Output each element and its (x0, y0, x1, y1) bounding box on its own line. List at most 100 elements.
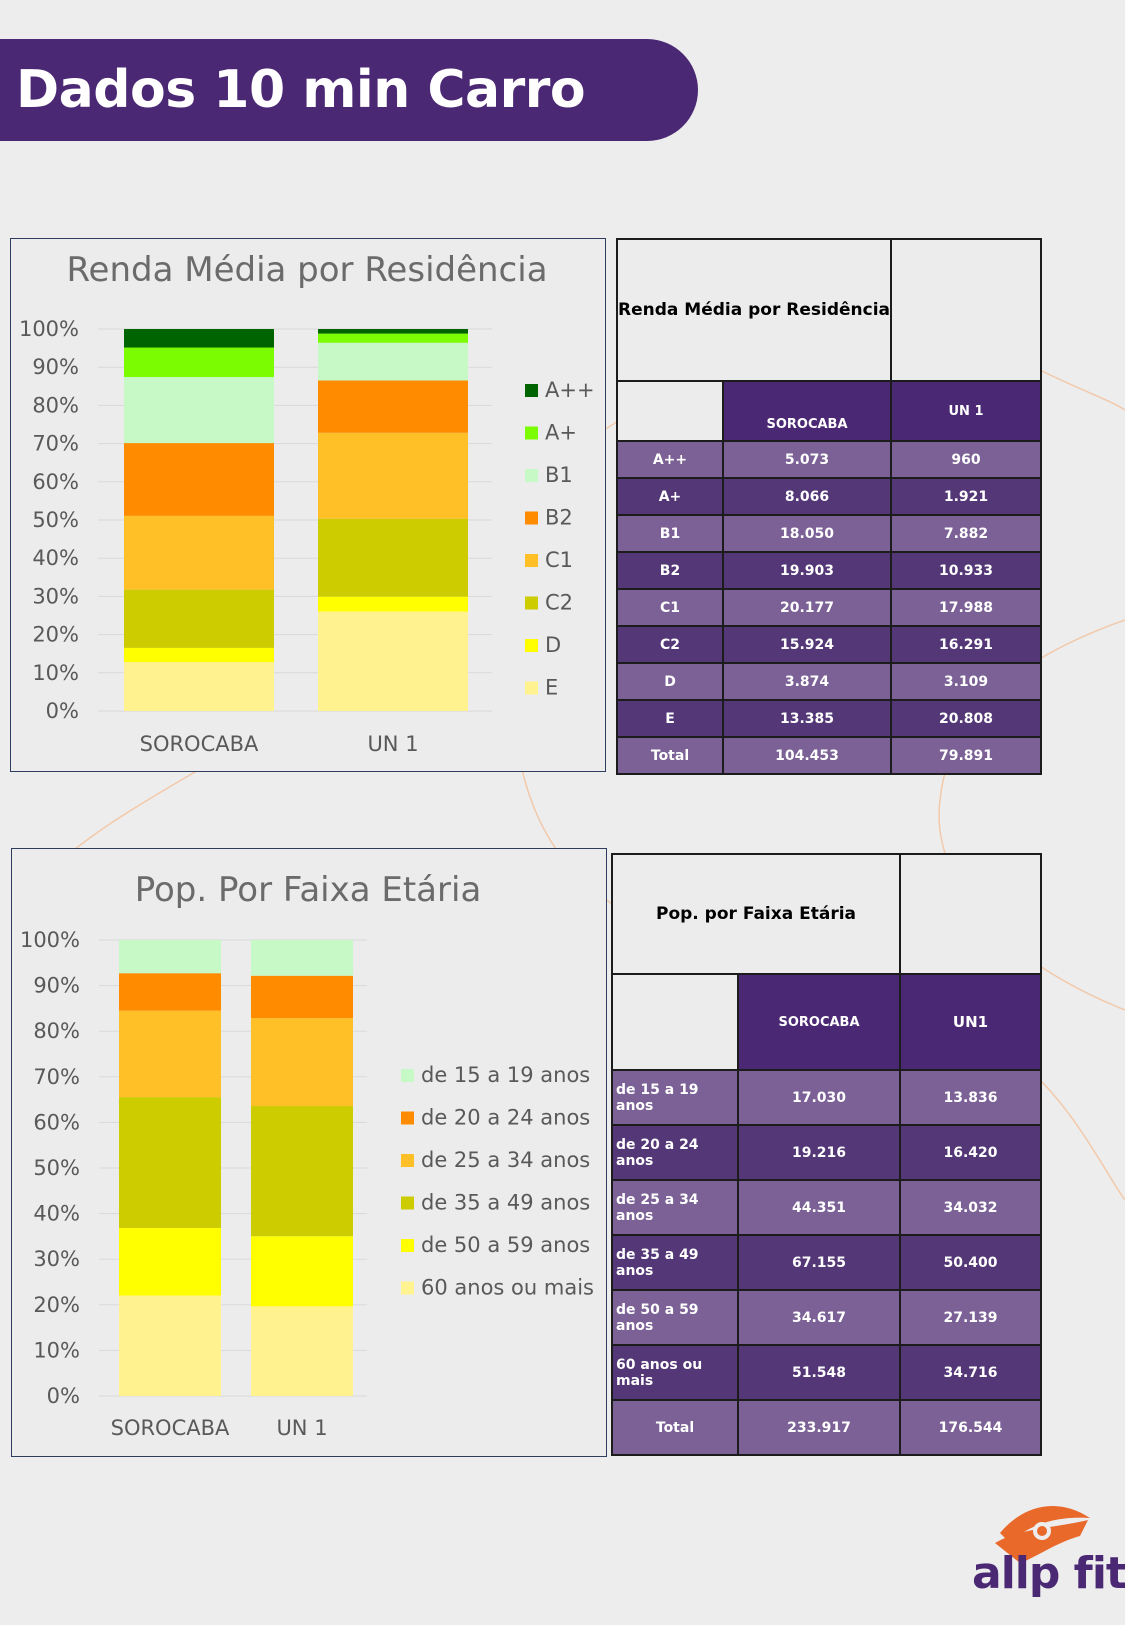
legend-label: de 50 a 59 anos (421, 1233, 590, 1257)
income-table-title: Renda Média por Residência (615, 238, 893, 382)
table-row: de 15 a 19 anos 17.030 13.836 (611, 1069, 1042, 1126)
income-value-un1: 960 (890, 440, 1043, 479)
legend-swatch (401, 1281, 414, 1295)
bar-segment-de-35-a-49-anos (119, 1097, 221, 1229)
age-row-label: 60 anos ou mais (611, 1344, 739, 1401)
income-value-sorocaba: 3.874 (721, 662, 893, 701)
legend-label: de 35 a 49 anos (421, 1191, 590, 1215)
y-tick-label: 10% (32, 661, 79, 685)
y-tick-label: 50% (32, 508, 79, 532)
legend-label: C1 (545, 548, 573, 572)
income-table-empty-header (616, 380, 724, 442)
legend-swatch (525, 469, 538, 482)
income-value-sorocaba: 8.066 (721, 477, 893, 516)
y-tick-label: 100% (19, 317, 79, 341)
age-value-sorocaba: 17.030 (737, 1069, 901, 1126)
y-tick-label: 10% (33, 1338, 80, 1362)
table-row: B1 18.050 7.882 (616, 514, 1043, 553)
y-tick-label: 80% (33, 1019, 80, 1043)
y-tick-label: 90% (33, 974, 80, 998)
age-chart-svg: Pop. Por Faixa Etária 0% 10% 20% 30% 40% 50% 60… (20, 870, 594, 1440)
income-value-un1: 79.891 (890, 736, 1043, 775)
age-value-un1: 34.716 (899, 1344, 1042, 1401)
legend-label: de 20 a 24 anos (421, 1106, 590, 1130)
y-tick-label: 20% (33, 1293, 80, 1317)
table-row: A+ 8.066 1.921 (616, 477, 1043, 516)
y-tick-label: 80% (32, 393, 79, 417)
legend-label: B1 (545, 463, 573, 487)
age-chart: Pop. Por Faixa Etária 0% 10% 20% 30% 40% 50% 60… (11, 848, 607, 1457)
chart-title: Pop. Por Faixa Etária (135, 870, 482, 910)
x-category-label: UN 1 (276, 1416, 327, 1440)
x-category-label: UN 1 (367, 732, 418, 756)
table-row: de 20 a 24 anos 19.216 16.420 (611, 1124, 1042, 1181)
income-row-label: A++ (616, 440, 724, 479)
legend-label: E (545, 676, 558, 700)
bar-segment-c1 (318, 432, 468, 519)
y-tick-label: 70% (32, 432, 79, 456)
income-value-sorocaba: 19.903 (721, 551, 893, 590)
x-category-label: SOROCABA (111, 1416, 230, 1440)
income-row-label: B2 (616, 551, 724, 590)
legend-label: A++ (545, 378, 595, 402)
income-value-un1: 16.291 (890, 625, 1043, 664)
bar-segment-de-50-a-59-anos (251, 1236, 353, 1307)
age-value-sorocaba: 233.917 (737, 1399, 901, 1456)
income-row-label: E (616, 699, 724, 738)
bar-segment-de-50-a-59-anos (119, 1228, 221, 1296)
bar-segment-de-25-a-34-anos (119, 1010, 221, 1098)
table-row: de 50 a 59 anos 34.617 27.139 (611, 1289, 1042, 1346)
bar-segment-de-20-a-24-anos (251, 975, 353, 1019)
bar-segment-c2 (318, 518, 468, 597)
legend-label: D (545, 633, 561, 657)
y-tick-label: 40% (32, 546, 79, 570)
income-chart: Renda Média por Residência 0% 10% 20% 30% 40%… (10, 238, 606, 772)
y-tick-label: 0% (46, 699, 79, 723)
y-tick-label: 20% (32, 623, 79, 647)
y-tick-label: 100% (20, 928, 80, 952)
income-row-label: B1 (616, 514, 724, 553)
age-value-un1: 176.544 (899, 1399, 1042, 1456)
table-row: C1 20.177 17.988 (616, 588, 1043, 627)
table-row: Total 104.453 79.891 (616, 736, 1043, 775)
legend-swatch (525, 681, 538, 695)
y-tick-label: 0% (47, 1384, 80, 1408)
legend-swatch (525, 384, 538, 397)
bar-segment-e (318, 611, 468, 711)
table-row: D 3.874 3.109 (616, 662, 1043, 701)
income-table-col-un1: UN 1 (890, 380, 1043, 442)
bar-segment-a- (124, 329, 274, 348)
age-table-col-sorocaba: SOROCABA (737, 973, 901, 1071)
age-row-label: de 20 a 24 anos (611, 1124, 739, 1181)
income-table-col-sorocaba: SOROCABA (721, 380, 893, 442)
income-value-sorocaba: 104.453 (721, 736, 893, 775)
bar-segment-de-15-a-19-anos (251, 940, 353, 976)
y-tick-label: 50% (33, 1156, 80, 1180)
age-table-title: Pop. por Faixa Etária (611, 853, 901, 975)
legend-swatch (401, 1154, 414, 1167)
table-row: A++ 5.073 960 (616, 440, 1043, 479)
bar-segment-b1 (318, 342, 468, 381)
page-title: Dados 10 min Carro (16, 60, 586, 120)
income-value-un1: 3.109 (890, 662, 1043, 701)
bar-segment-b2 (318, 380, 468, 433)
age-table-corner (899, 853, 1042, 975)
income-value-un1: 17.988 (890, 588, 1043, 627)
income-row-label: Total (616, 736, 724, 775)
y-tick-label: 70% (33, 1065, 80, 1089)
legend-swatch (401, 1069, 414, 1082)
legend-label: 60 anos ou mais (421, 1276, 594, 1300)
age-value-un1: 27.139 (899, 1289, 1042, 1346)
legend-label: C2 (545, 591, 573, 615)
income-value-sorocaba: 20.177 (721, 588, 893, 627)
legend-swatch (525, 596, 538, 610)
age-row-label: Total (611, 1399, 739, 1456)
y-tick-label: 30% (32, 584, 79, 608)
income-value-sorocaba: 13.385 (721, 699, 893, 738)
age-row-label: de 50 a 59 anos (611, 1289, 739, 1346)
income-value-un1: 10.933 (890, 551, 1043, 590)
x-category-label: SOROCABA (140, 732, 259, 756)
bar-segment-c2 (124, 589, 274, 648)
y-tick-label: 40% (33, 1202, 80, 1226)
bar-segment-de-35-a-49-anos (251, 1106, 353, 1237)
